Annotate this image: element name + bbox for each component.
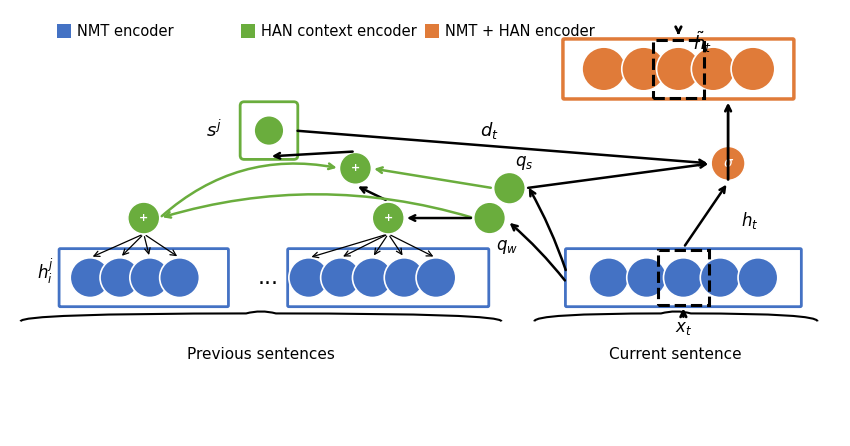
Text: NMT + HAN encoder: NMT + HAN encoder xyxy=(445,24,595,39)
Circle shape xyxy=(494,172,525,204)
Circle shape xyxy=(128,202,160,234)
Circle shape xyxy=(254,116,284,145)
Text: Previous sentences: Previous sentences xyxy=(187,347,335,362)
Circle shape xyxy=(582,47,626,91)
Text: $q_w$: $q_w$ xyxy=(496,238,518,256)
Text: NMT encoder: NMT encoder xyxy=(77,24,173,39)
Text: +: + xyxy=(351,163,360,173)
Bar xyxy=(658,250,709,306)
Text: $\tilde{h}_t$: $\tilde{h}_t$ xyxy=(694,29,712,55)
Circle shape xyxy=(731,47,775,91)
Circle shape xyxy=(130,258,170,297)
Text: $x_t$: $x_t$ xyxy=(675,319,692,337)
FancyBboxPatch shape xyxy=(60,248,229,307)
Circle shape xyxy=(160,258,200,297)
Circle shape xyxy=(711,146,745,180)
Text: +: + xyxy=(139,213,149,223)
Text: ...: ... xyxy=(258,268,279,288)
Text: $h_i^j$: $h_i^j$ xyxy=(37,257,54,286)
Circle shape xyxy=(626,258,666,297)
Circle shape xyxy=(416,258,456,297)
Circle shape xyxy=(320,258,360,297)
Circle shape xyxy=(339,153,371,184)
Circle shape xyxy=(700,258,740,297)
Text: HAN context encoder: HAN context encoder xyxy=(261,24,416,39)
Circle shape xyxy=(473,202,506,234)
Circle shape xyxy=(738,258,778,297)
Circle shape xyxy=(691,47,735,91)
Bar xyxy=(653,40,705,98)
Circle shape xyxy=(621,47,666,91)
Text: +: + xyxy=(383,213,393,223)
Bar xyxy=(57,24,71,38)
Circle shape xyxy=(589,258,629,297)
Text: $h_t$: $h_t$ xyxy=(741,210,758,231)
Circle shape xyxy=(656,47,700,91)
Text: $\sigma$: $\sigma$ xyxy=(722,157,734,170)
Text: Current sentence: Current sentence xyxy=(609,347,742,362)
Circle shape xyxy=(384,258,424,297)
Text: $q_s$: $q_s$ xyxy=(515,154,534,172)
Bar xyxy=(425,24,439,38)
Circle shape xyxy=(664,258,703,297)
FancyBboxPatch shape xyxy=(563,39,794,99)
Circle shape xyxy=(100,258,139,297)
FancyBboxPatch shape xyxy=(565,248,802,307)
Bar xyxy=(241,24,255,38)
FancyBboxPatch shape xyxy=(287,248,489,307)
Text: $d_t$: $d_t$ xyxy=(480,120,499,140)
Circle shape xyxy=(289,258,329,297)
Circle shape xyxy=(71,258,110,297)
Circle shape xyxy=(353,258,392,297)
FancyBboxPatch shape xyxy=(241,102,298,159)
Circle shape xyxy=(372,202,404,234)
Text: $s^j$: $s^j$ xyxy=(206,120,221,141)
